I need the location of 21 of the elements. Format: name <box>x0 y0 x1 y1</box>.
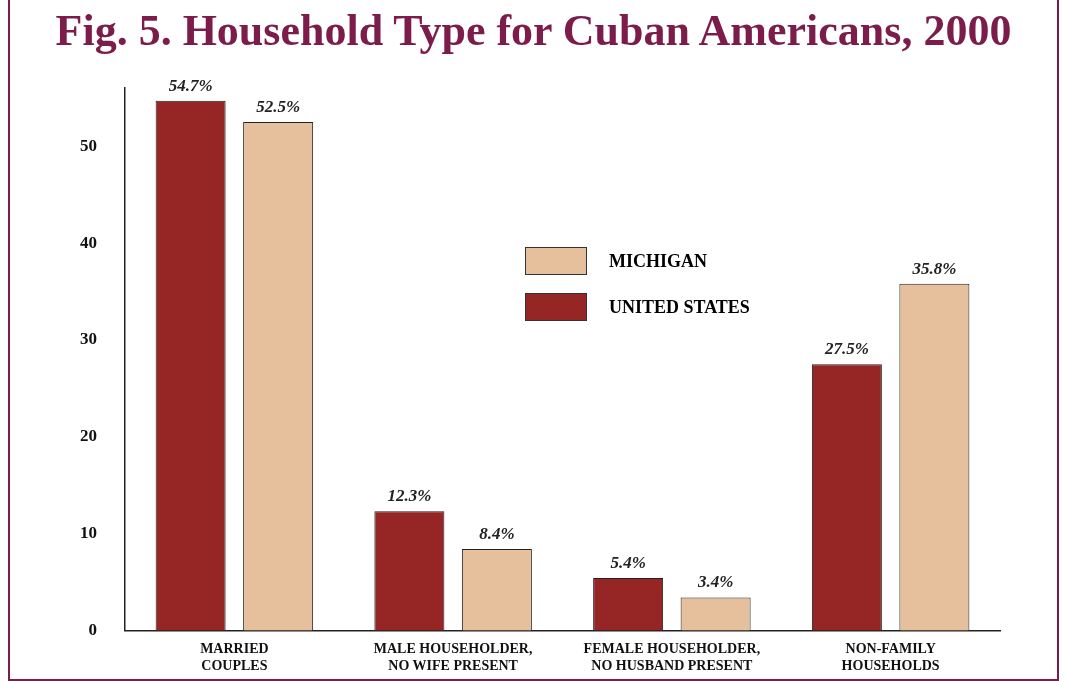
y-tick-label: 50 <box>80 135 97 155</box>
y-tick-label: 30 <box>80 329 97 349</box>
data-label: 12.3% <box>387 486 432 506</box>
data-label: 54.7% <box>168 75 213 95</box>
data-label: 27.5% <box>823 339 869 359</box>
data-label: 8.4% <box>479 523 515 543</box>
y-tick-label: 20 <box>80 426 97 446</box>
data-label: 5.4% <box>610 553 646 573</box>
chart-title: Fig. 5. Household Type for Cuban Americans, 2000 <box>54 6 1013 56</box>
y-tick-label: 10 <box>80 522 97 542</box>
legend-label: MICHIGAN <box>609 250 707 272</box>
x-tick-label: MALE HOUSEHOLDER, NO WIFE PRESENT <box>373 641 533 674</box>
data-label: 52.5% <box>256 96 301 116</box>
data-label: 3.4% <box>696 572 734 592</box>
legend-label: UNITED STATES <box>609 296 750 318</box>
y-tick-label: 40 <box>80 232 97 252</box>
x-tick-label: MARRIED COUPLES <box>200 641 269 674</box>
x-tick-label: NON-FAMILY HOUSEHOLDS <box>841 641 940 674</box>
data-label: 35.8% <box>911 258 957 278</box>
x-tick-label: FEMALE HOUSEHOLDER, NO HUSBAND PRESENT <box>583 641 761 674</box>
y-tick-label: 0 <box>88 619 97 639</box>
